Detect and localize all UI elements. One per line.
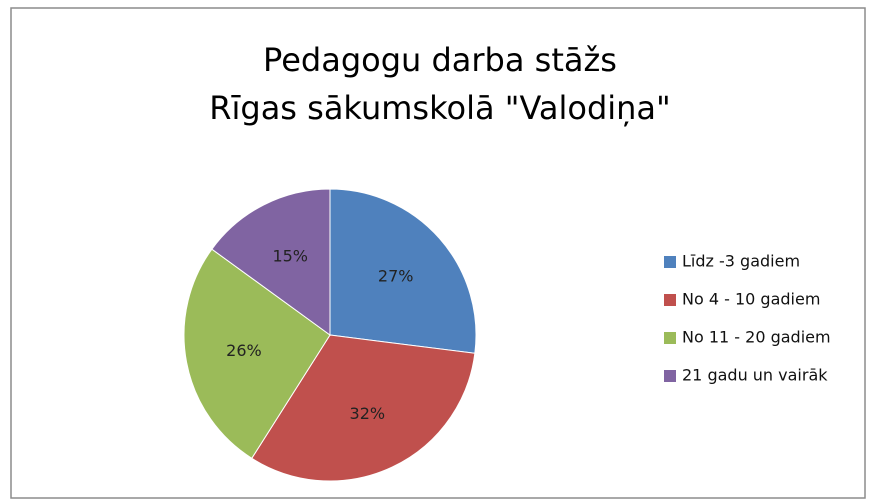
chart-title: Rīgas sākumskolā "Valodiņa": [209, 89, 671, 127]
legend-swatch: [664, 256, 676, 268]
legend-swatch: [664, 332, 676, 344]
chart-title: Pedagogu darba stāžs: [263, 41, 617, 79]
data-label: 26%: [226, 341, 262, 360]
legend-swatch: [664, 370, 676, 382]
legend-label: No 11 - 20 gadiem: [682, 328, 831, 347]
pie-slice: [251, 334, 476, 482]
legend-label: No 4 - 10 gadiem: [682, 290, 820, 309]
legend-label: 21 gadu un vairāk: [682, 366, 828, 385]
legend-label: Līdz -3 gadiem: [682, 252, 800, 271]
pie-slice: [211, 188, 331, 336]
legend-swatch: [664, 294, 676, 306]
pie-slice: [329, 188, 477, 354]
data-label: 15%: [272, 246, 308, 265]
data-label: 32%: [350, 404, 386, 423]
pie-slice: [183, 248, 331, 459]
data-label: 27%: [378, 267, 414, 286]
